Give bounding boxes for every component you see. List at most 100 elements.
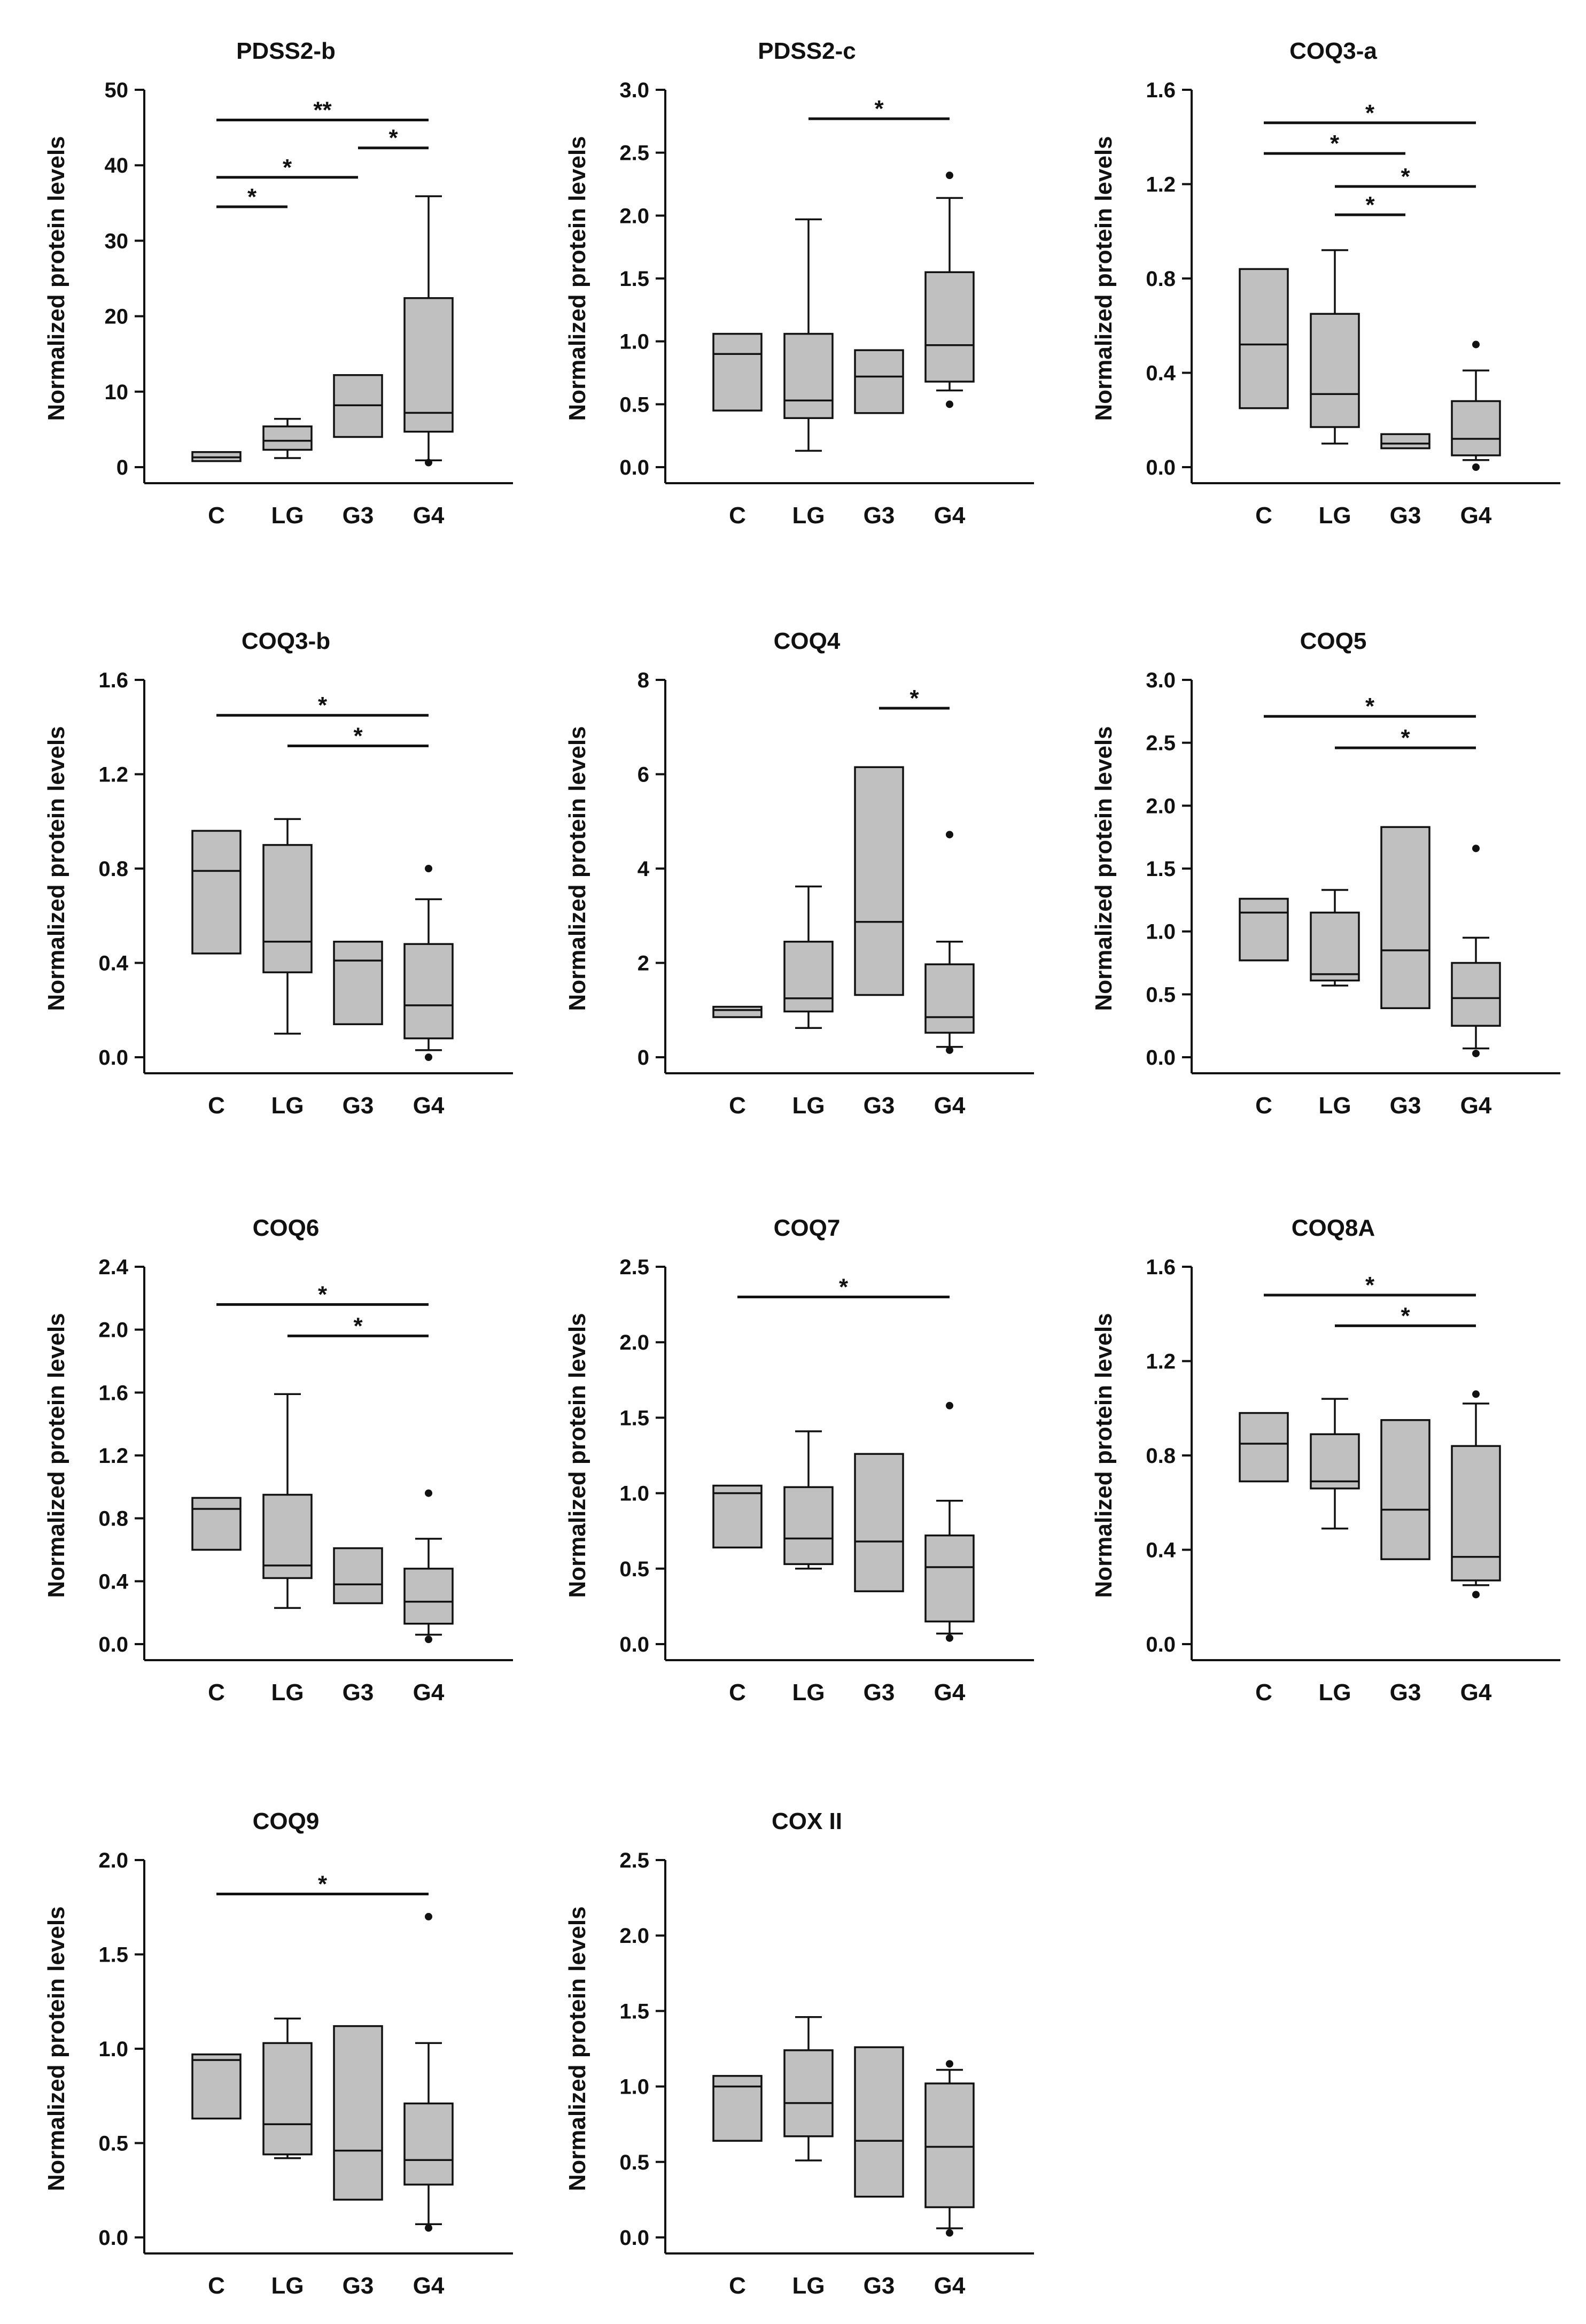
outlier-point xyxy=(425,2224,432,2232)
panel-coq8a: COQ8A Normalized protein levels 0.0 0.4 0.8 1… xyxy=(1091,1215,1560,1706)
outlier-point xyxy=(425,459,432,467)
box-c xyxy=(712,1484,763,1549)
significance-label: * xyxy=(1330,130,1340,157)
y-tick-label: 30 xyxy=(105,229,129,253)
iqr-box xyxy=(712,332,763,412)
y-tick-label: 2.5 xyxy=(619,142,649,165)
y-tick-label: 1.6 xyxy=(98,1381,128,1405)
category-label: G4 xyxy=(1460,502,1492,529)
iqr-box xyxy=(262,1493,313,1579)
category-label: G4 xyxy=(413,1093,445,1119)
box-lg xyxy=(783,1430,834,1570)
category-label: LG xyxy=(792,1679,825,1706)
box-g4 xyxy=(1451,340,1501,471)
iqr-box xyxy=(191,830,242,955)
significance-label: * xyxy=(318,692,328,718)
y-tick-label: 0.0 xyxy=(1146,1046,1176,1070)
y-tick-label: 2.0 xyxy=(1146,794,1176,818)
category-label: LG xyxy=(792,1093,825,1119)
box-g3 xyxy=(1380,1419,1430,1560)
box-g4 xyxy=(1451,845,1501,1057)
y-axis-label: Normalized protein levels xyxy=(564,1313,590,1598)
box-g4 xyxy=(924,172,975,408)
category-label: G4 xyxy=(1460,1093,1492,1119)
category-label: LG xyxy=(792,2273,825,2299)
significance-label: * xyxy=(1401,725,1410,751)
box-g4 xyxy=(403,865,454,1061)
box-c xyxy=(1239,268,1289,409)
box-lg xyxy=(1310,889,1360,987)
outlier-point xyxy=(1472,1049,1480,1057)
y-tick-label: 3.0 xyxy=(1146,669,1176,692)
outlier-point xyxy=(946,172,953,180)
iqr-box xyxy=(924,963,975,1034)
y-tick-label: 1.0 xyxy=(619,2075,649,2099)
box-c xyxy=(191,1497,242,1551)
y-tick-label: 1.2 xyxy=(98,1444,128,1468)
significance-label: * xyxy=(839,1274,849,1300)
y-tick-label: 0.4 xyxy=(1146,362,1176,385)
category-label: G4 xyxy=(413,1679,445,1706)
outlier-point xyxy=(946,831,953,839)
y-tick-label: 1.6 xyxy=(1146,79,1176,102)
y-tick-label: 3.0 xyxy=(619,79,649,102)
category-label: G4 xyxy=(1460,1679,1492,1706)
iqr-box xyxy=(924,271,975,383)
iqr-box xyxy=(262,844,313,973)
category-label: LG xyxy=(271,2273,304,2299)
iqr-box xyxy=(262,425,313,451)
y-tick-label: 2.0 xyxy=(98,1849,128,1872)
y-axis-label: Normalized protein levels xyxy=(43,726,69,1011)
y-tick-label: 1.0 xyxy=(98,2038,128,2061)
y-tick-label: 40 xyxy=(105,154,129,177)
outlier-point xyxy=(425,1636,432,1644)
panel-title: COQ3-b xyxy=(242,628,330,654)
box-g3 xyxy=(854,766,904,996)
box-g3 xyxy=(854,2046,904,2198)
y-tick-label: 0.8 xyxy=(98,1507,128,1531)
significance-label: * xyxy=(283,154,292,181)
y-axis-label: Normalized protein levels xyxy=(1091,136,1117,421)
significance-label: * xyxy=(318,1871,328,1897)
panel-title: PDSS2-c xyxy=(758,38,856,64)
significance-label: * xyxy=(1401,1303,1410,1329)
outlier-point xyxy=(425,1489,432,1497)
category-label: G4 xyxy=(413,2273,445,2299)
box-lg xyxy=(262,417,313,459)
panel-title: COX II xyxy=(772,1808,842,1834)
category-label: G3 xyxy=(343,2273,374,2299)
significance-label: * xyxy=(318,1282,328,1308)
y-tick-label: 1.5 xyxy=(619,267,649,291)
y-tick-label: 2.5 xyxy=(619,1256,649,1279)
y-tick-label: 0.0 xyxy=(98,1046,128,1070)
y-tick-label: 1.2 xyxy=(1146,1350,1176,1374)
box-c xyxy=(191,830,242,955)
y-tick-label: 0.0 xyxy=(98,2226,128,2250)
significance-label: * xyxy=(1365,192,1375,218)
y-tick-label: 2.4 xyxy=(98,1256,128,1279)
iqr-box xyxy=(191,1497,242,1551)
panel-title: COQ3-a xyxy=(1289,38,1377,64)
category-label: C xyxy=(729,2273,746,2299)
iqr-box xyxy=(403,1568,454,1625)
box-c xyxy=(712,332,763,412)
box-lg xyxy=(1310,249,1360,445)
y-tick-label: 0.5 xyxy=(619,2151,649,2174)
panel-coq5: COQ5 Normalized protein levels 0.0 0.5 1.0 1.… xyxy=(1091,628,1560,1119)
y-tick-label: 2.0 xyxy=(619,204,649,228)
category-label: G3 xyxy=(864,502,895,529)
box-g4 xyxy=(924,1401,975,1642)
box-c xyxy=(1239,1412,1289,1483)
iqr-box xyxy=(403,943,454,1040)
outlier-point xyxy=(946,2060,953,2068)
box-g4 xyxy=(1451,1390,1501,1599)
significance-label: ** xyxy=(313,97,332,123)
category-label: G4 xyxy=(934,502,966,529)
y-tick-label: 0.8 xyxy=(98,857,128,881)
panel-coq9: COQ9 Normalized protein levels 0.0 0.5 1.0 1.… xyxy=(43,1808,513,2299)
y-tick-label: 0.0 xyxy=(1146,456,1176,479)
panel-title: COQ6 xyxy=(253,1215,320,1241)
iqr-box xyxy=(333,2025,383,2201)
category-label: G4 xyxy=(413,502,445,529)
